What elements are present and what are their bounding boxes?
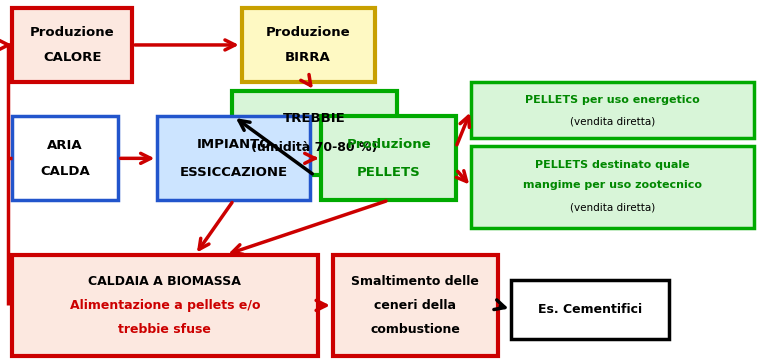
Text: ceneri della: ceneri della — [374, 299, 456, 312]
FancyBboxPatch shape — [157, 116, 310, 200]
Text: BIRRA: BIRRA — [285, 51, 331, 64]
FancyBboxPatch shape — [12, 255, 318, 356]
FancyBboxPatch shape — [333, 255, 498, 356]
FancyBboxPatch shape — [12, 8, 133, 82]
FancyBboxPatch shape — [471, 146, 754, 228]
Text: TREBBIE: TREBBIE — [283, 112, 346, 125]
FancyBboxPatch shape — [511, 280, 669, 339]
Text: ARIA: ARIA — [47, 139, 83, 152]
Text: Produzione: Produzione — [266, 26, 351, 39]
Text: (vendita diretta): (vendita diretta) — [570, 203, 655, 213]
Text: (umidità 70-80 %): (umidità 70-80 %) — [251, 141, 378, 154]
FancyBboxPatch shape — [12, 116, 118, 200]
Text: PELLETS per uso energetico: PELLETS per uso energetico — [525, 95, 700, 105]
Text: Es. Cementifici: Es. Cementifici — [538, 303, 642, 316]
Text: Alimentazione a pellets e/o: Alimentazione a pellets e/o — [69, 299, 260, 312]
Text: trebbie sfuse: trebbie sfuse — [118, 323, 211, 336]
Text: PELLETS destinato quale: PELLETS destinato quale — [536, 161, 690, 170]
Text: mangime per uso zootecnico: mangime per uso zootecnico — [523, 180, 703, 190]
FancyBboxPatch shape — [232, 91, 397, 175]
Text: CALDAIA A BIOMASSA: CALDAIA A BIOMASSA — [88, 275, 242, 288]
Text: (vendita diretta): (vendita diretta) — [570, 117, 655, 127]
FancyBboxPatch shape — [471, 82, 754, 138]
Text: ESSICCAZIONE: ESSICCAZIONE — [180, 166, 288, 179]
Text: Smaltimento delle: Smaltimento delle — [351, 275, 479, 288]
FancyBboxPatch shape — [242, 8, 375, 82]
Text: CALORE: CALORE — [43, 51, 101, 64]
Text: CALDA: CALDA — [40, 165, 90, 178]
FancyBboxPatch shape — [322, 116, 456, 200]
Text: combustione: combustione — [370, 323, 460, 336]
Text: Produzione: Produzione — [30, 26, 114, 39]
Text: IMPIANTO: IMPIANTO — [197, 138, 271, 151]
Text: PELLETS: PELLETS — [357, 166, 421, 179]
Text: Produzione: Produzione — [346, 138, 431, 151]
